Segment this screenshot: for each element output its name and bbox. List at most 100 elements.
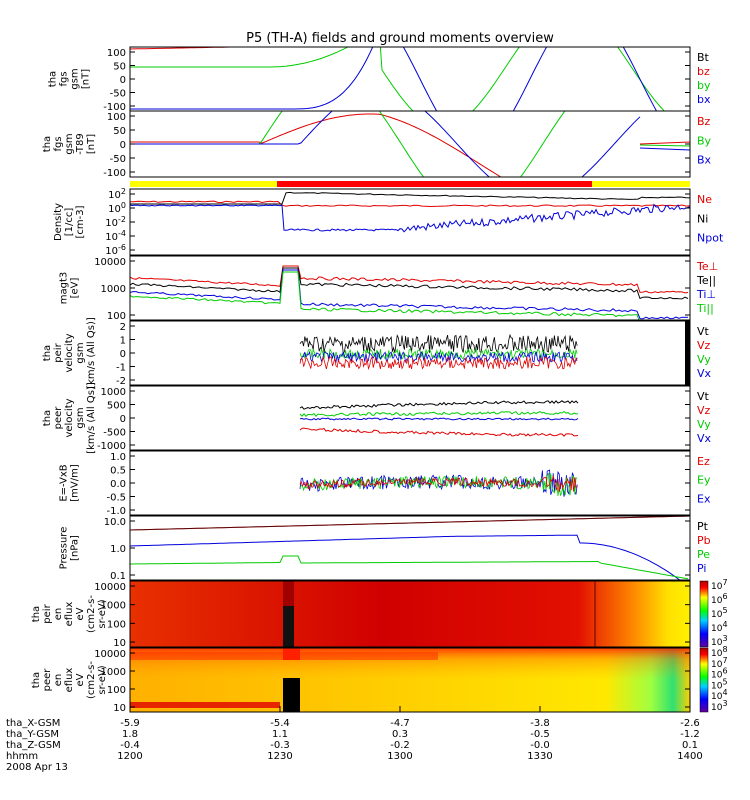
data-gap	[283, 678, 300, 712]
ylabel-line: sr-eV)	[97, 599, 108, 628]
panel-peer_spec: tha peer en eflux eV (cm2-s-sr-eV) 10000 1000 10…	[31, 645, 728, 714]
ylabel-line: [nT]	[81, 69, 92, 89]
y-tick-label: -50	[110, 89, 126, 100]
legend-Ti⊥: Ti⊥	[696, 288, 716, 301]
panel-efield: E=-VxB [mV/m] 1.0 0.5 0.0 -0.5 -1.0 Ez Ey Ex	[59, 450, 711, 517]
panel-temp-plotarea	[130, 265, 689, 320]
y-tick-label: 0.1	[110, 571, 126, 582]
panel-peir_spec: tha peir en eflux eV (cm2-s-sr-eV) 10000 1000 10…	[31, 578, 728, 649]
colorbar	[699, 647, 709, 713]
ylabel-line: (cm2-s-	[86, 595, 97, 633]
legend-Vt: Vt	[697, 390, 710, 403]
y-tick-label: 10-6	[105, 243, 126, 257]
x-row-value: 1.1	[272, 729, 288, 740]
legend-Vy: Vy	[697, 353, 711, 366]
legend-Pi: Pi	[697, 562, 706, 575]
panel-density-plotarea	[130, 191, 690, 233]
y-tick-label: 1000	[101, 601, 126, 612]
x-row-value: 1300	[387, 751, 412, 762]
y-tick-label: 10000	[94, 257, 126, 268]
series-Bx	[130, 111, 641, 177]
y-tick-label: 10000	[94, 649, 126, 660]
panel-fgs_t89-plotarea	[130, 111, 690, 177]
ylabel-line: tha	[42, 410, 53, 426]
ylabel-line: magt3	[59, 272, 70, 305]
mode-bar-red	[277, 181, 592, 187]
x-row-value: -0.2	[390, 740, 410, 751]
x-row-label: tha_X-GSM	[6, 718, 60, 729]
y-tick-label: -2	[116, 376, 126, 387]
legend-Vy: Vy	[697, 418, 711, 431]
x-row-value: 1400	[677, 751, 702, 762]
legend-bz: bz	[697, 65, 710, 78]
y-tick-label: 102	[108, 187, 126, 201]
legend-By: By	[697, 134, 712, 147]
y-tick-label: -1000	[97, 441, 126, 452]
series-Ti-perp	[130, 269, 689, 320]
y-tick-label: 1	[120, 336, 126, 347]
legend-Vx: Vx	[697, 367, 712, 380]
y-tick-label: -500	[103, 428, 126, 439]
legend-Pe: Pe	[697, 548, 710, 561]
ylabel-line: E=-VxB	[59, 464, 70, 501]
series-Pe	[130, 555, 689, 580]
x-row-value: -0.4	[120, 740, 140, 751]
ylabel-line: gsm	[70, 68, 81, 89]
y-tick-label: 1000	[101, 667, 126, 678]
y-tick-label: 10	[113, 638, 126, 649]
ylabel-line: (cm2-s-	[86, 661, 97, 699]
series-Ni	[130, 191, 690, 205]
y-tick-label: 10.0	[104, 517, 126, 528]
panel-efield-plotarea	[299, 469, 578, 497]
x-row-value: -4.7	[390, 718, 410, 729]
panel-pressure-plotarea	[130, 516, 690, 580]
x-row-value: 1.8	[122, 729, 138, 740]
series-Vz	[299, 427, 579, 437]
legend-Vt: Vt	[697, 325, 710, 338]
series-Ti-par	[130, 271, 640, 320]
series-Pt	[130, 516, 690, 531]
legend-bx: bx	[697, 93, 711, 106]
legend-Vz: Vz	[697, 339, 711, 352]
ylabel-line: tha	[31, 606, 42, 622]
y-tick-label: 0.5	[110, 466, 126, 477]
legend-Ex: Ex	[697, 492, 711, 505]
y-tick-label: -100	[103, 102, 126, 113]
colorbar	[699, 580, 709, 648]
data-gap-top	[283, 581, 294, 606]
x-row-value: -0.5	[530, 729, 550, 740]
y-tick-label: -50	[110, 154, 126, 165]
y-tick-label: 100	[108, 201, 126, 215]
series-by	[130, 47, 666, 111]
series-Vt	[299, 333, 578, 354]
ylabel-line: peir	[42, 603, 53, 623]
x-axis-labels: tha_X-GSM -5.9 -5.4 -4.7 -3.8 -2.6 tha_Y-GSM 1.…	[6, 706, 703, 773]
y-tick-label: 100	[107, 48, 126, 59]
ylabel-line: Density	[53, 203, 64, 241]
y-tick-label: 10	[113, 703, 126, 714]
ylabel-line: en	[53, 674, 64, 687]
x-row-label: hhmm	[6, 751, 38, 762]
y-tick-label: -0.5	[106, 493, 126, 504]
ylabel-line: [mV/m]	[70, 464, 81, 502]
y-tick-label: 10-4	[105, 229, 126, 243]
y-tick-label: 50	[113, 62, 126, 73]
x-row-value: -2.6	[680, 718, 700, 729]
x-row-value: -5.4	[270, 718, 290, 729]
ylabel-line: velocity	[64, 398, 75, 437]
x-row-value: 1230	[267, 751, 292, 762]
legend-Bt: Bt	[697, 51, 710, 64]
legend-Bx: Bx	[697, 154, 712, 167]
y-tick-label: 0.0	[110, 479, 126, 490]
x-row-value: 0.1	[682, 740, 698, 751]
y-tick-label: 0	[120, 349, 126, 360]
ylabel-line: tha	[48, 71, 59, 87]
data-gap-top	[283, 648, 300, 660]
ylabel-line: peer	[42, 668, 53, 692]
series-Vy	[299, 347, 578, 361]
y-tick-label: 100	[107, 112, 126, 123]
ylabel-line: velocity	[64, 333, 75, 372]
series-Vx	[299, 350, 578, 364]
